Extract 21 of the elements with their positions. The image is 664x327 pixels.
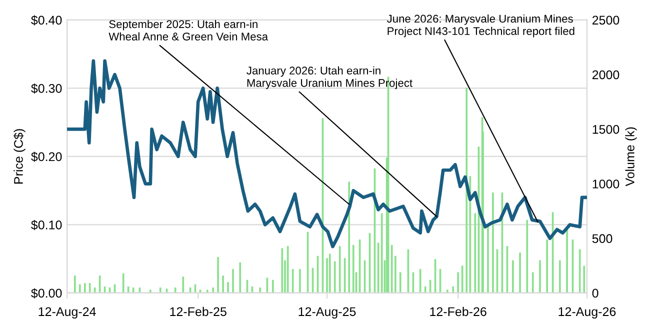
y-tick-label: $0.10 <box>31 220 62 230</box>
y2-tick-label: 1500 <box>592 124 620 134</box>
annotation: January 2026: Utah earn-in Marysvale Uranium Mines Project <box>246 66 412 90</box>
x-tick-label: 12-Aug-25 <box>298 307 356 319</box>
y-axis-title: Price (C$) <box>14 129 26 184</box>
annotation: June 2026: Marysvale Uranium Mines Project NI43-101 Technical report filed <box>386 14 574 38</box>
y-tick-label: $0.20 <box>31 152 62 162</box>
x-tick-label: 12-Feb-25 <box>170 306 226 316</box>
y2-tick-label: 500 <box>592 234 612 244</box>
y2-tick-label: 1000 <box>592 180 620 188</box>
y-tick-label: $0.30 <box>31 83 62 94</box>
x-tick-label: 12-Aug-24 <box>38 307 96 319</box>
y2-tick-label: 2500 <box>592 16 620 25</box>
y-tick-label: $0.00 <box>31 288 62 298</box>
y2-tick-label: 2000 <box>592 70 620 80</box>
y-tick-label: $0.40 <box>31 15 62 26</box>
y2-tick-label: 0 <box>592 288 598 298</box>
annotation: September 2025: Utah earn-in Wheal Anne & Green Vein Mesa <box>108 20 268 40</box>
x-tick-label: 12-Feb-26 <box>430 306 486 316</box>
x-tick-label: 12-Aug-26 <box>558 307 616 319</box>
y2-axis-title: Volume (k) <box>625 127 637 186</box>
